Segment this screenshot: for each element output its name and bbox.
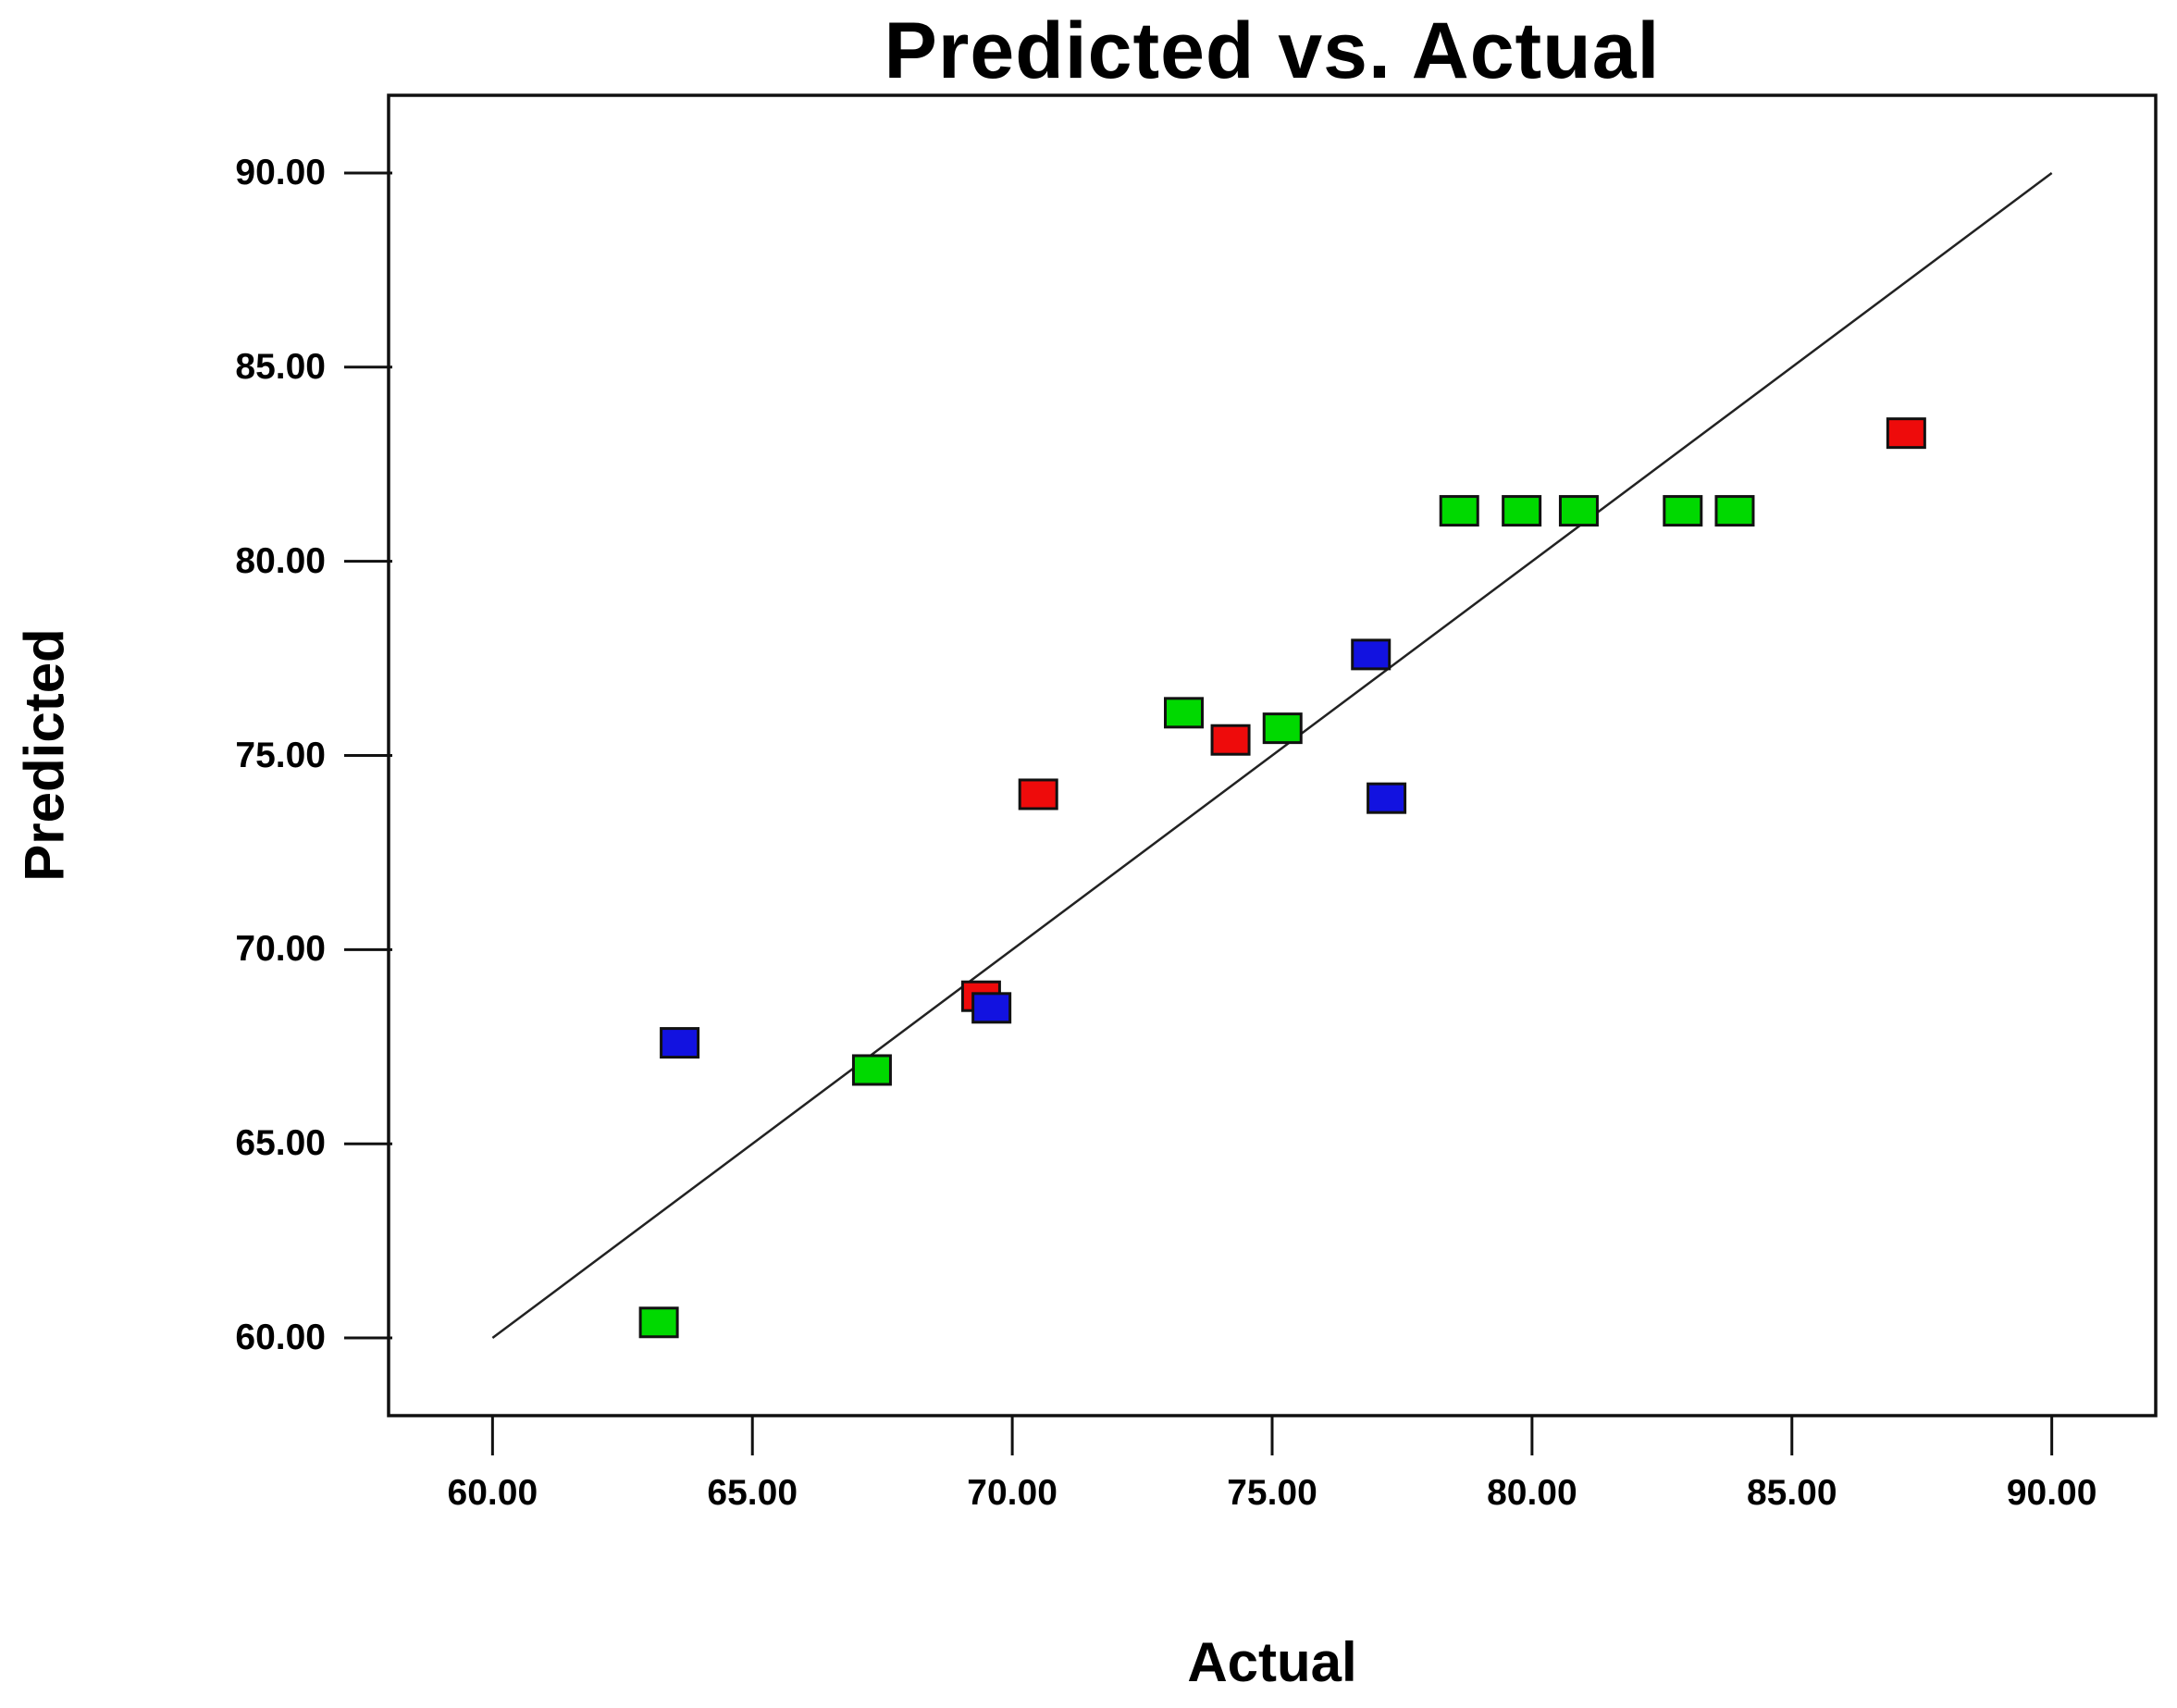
data-point-blue bbox=[971, 992, 1012, 1024]
x-axis-title: Actual bbox=[1187, 1631, 1357, 1693]
data-point-blue bbox=[660, 1027, 700, 1059]
data-point-green bbox=[1502, 495, 1542, 527]
x-tick-label: 90.00 bbox=[2006, 1473, 2097, 1513]
chart-title: Predicted vs. Actual bbox=[884, 6, 1661, 95]
data-point-green bbox=[851, 1054, 892, 1086]
y-tick-label: 70.00 bbox=[235, 929, 326, 970]
y-tick-label: 60.00 bbox=[235, 1318, 326, 1358]
y-tick-label: 90.00 bbox=[235, 152, 326, 192]
data-point-green bbox=[1164, 697, 1204, 729]
x-tick-label: 75.00 bbox=[1227, 1473, 1317, 1513]
x-tick-label: 85.00 bbox=[1746, 1473, 1837, 1513]
data-point-blue bbox=[1367, 782, 1407, 814]
y-tick-label: 75.00 bbox=[235, 735, 326, 775]
y-tick-label: 85.00 bbox=[235, 346, 326, 387]
data-point-green bbox=[1663, 495, 1703, 527]
data-point-green bbox=[1439, 495, 1479, 527]
data-point-blue bbox=[1351, 638, 1392, 671]
identity-line bbox=[491, 171, 2053, 1340]
data-point-red bbox=[1018, 778, 1058, 811]
x-tick-label: 70.00 bbox=[967, 1473, 1058, 1513]
data-point-green bbox=[1558, 495, 1599, 527]
x-tick-label: 65.00 bbox=[707, 1473, 798, 1513]
x-tick-label: 80.00 bbox=[1487, 1473, 1577, 1513]
data-point-green bbox=[1262, 712, 1303, 745]
y-tick-label: 80.00 bbox=[235, 540, 326, 581]
data-point-green bbox=[638, 1306, 679, 1339]
data-point-red bbox=[1210, 724, 1251, 756]
data-point-red bbox=[1886, 417, 1926, 450]
x-tick-label: 60.00 bbox=[447, 1473, 538, 1513]
y-tick-label: 65.00 bbox=[235, 1123, 326, 1164]
data-point-green bbox=[1714, 495, 1755, 527]
